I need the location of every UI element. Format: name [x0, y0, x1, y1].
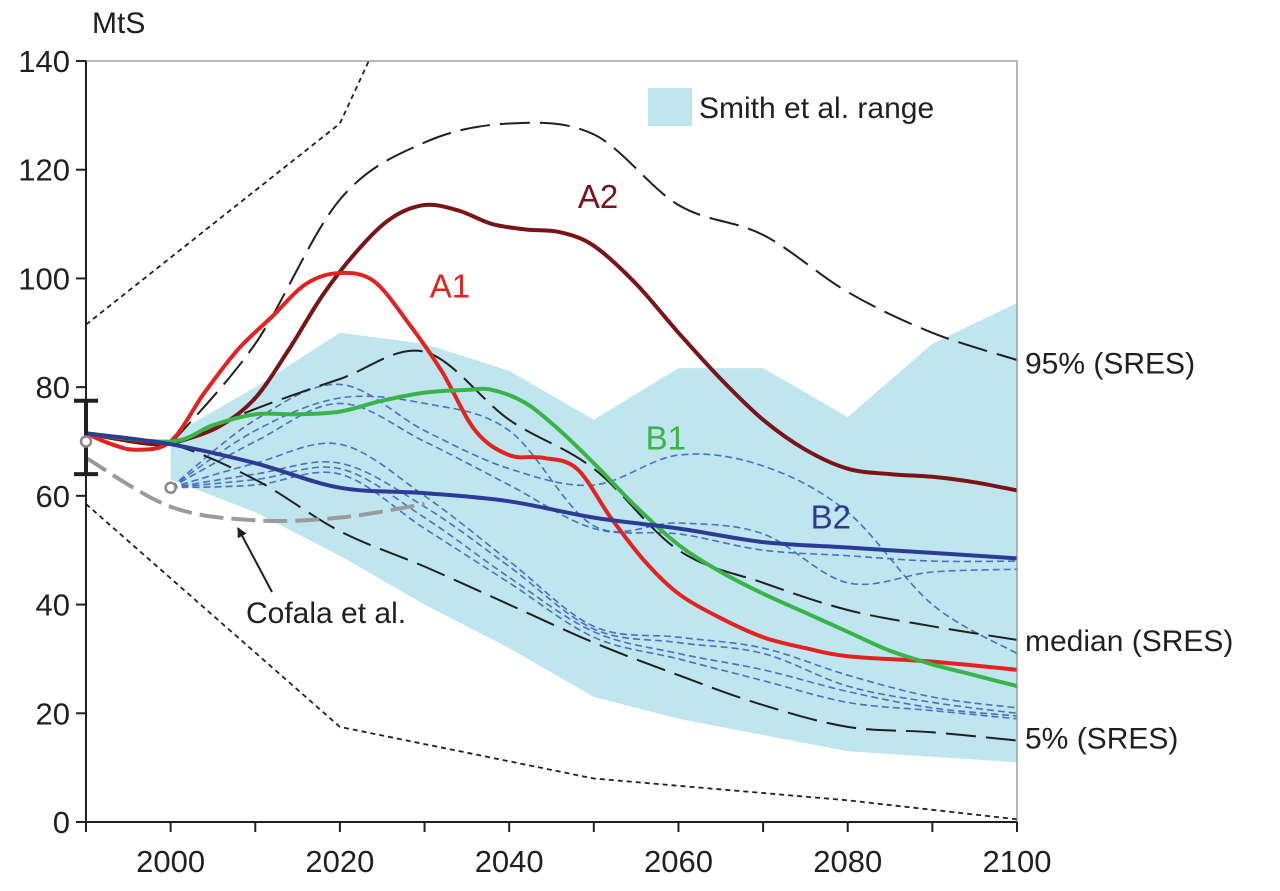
y-tick-label: 120 — [18, 153, 70, 188]
y-tick-label: 0 — [53, 805, 70, 840]
historical-markers-layer — [74, 398, 177, 494]
series-b1-line — [86, 386, 1017, 689]
sres-bounds-layer — [86, 61, 1017, 821]
95-sres-label: 95% (SRES) — [1025, 348, 1195, 381]
legend: Smith et al. range — [648, 88, 934, 126]
scenario-label-b1: B1 — [646, 420, 686, 457]
x-tick-label: 2080 — [813, 844, 882, 879]
cofala-label: Cofala et al. — [246, 597, 406, 630]
cofala-layer — [84, 456, 425, 524]
range-band-layer — [170, 302, 1017, 763]
b2-variant-line — [170, 466, 1017, 717]
x-tick-label: 2020 — [305, 844, 374, 879]
y-tick-label: 140 — [18, 44, 70, 79]
x-tick-label: 2100 — [983, 844, 1052, 879]
median-sres-label: median (SRES) — [1025, 625, 1233, 658]
y-tick-label: 100 — [18, 261, 70, 296]
b2-variant-line — [170, 442, 1017, 709]
scenario-label-b2: B2 — [811, 498, 851, 535]
5-sres-line — [86, 435, 1017, 742]
b2-variant-line — [170, 471, 1017, 720]
x-tick-label: 2000 — [136, 844, 205, 879]
historical-marker — [79, 435, 93, 448]
historical-marker — [164, 481, 177, 494]
series-a1-line — [86, 270, 1017, 672]
legend-swatch — [648, 88, 692, 126]
b2-variant-line — [170, 461, 1017, 715]
b2-variant-line — [170, 383, 1017, 655]
y-axis-label: MtS — [92, 7, 145, 40]
legend-label: Smith et al. range — [699, 92, 934, 125]
labels-layer: A2 A1 B1 B2 95% (SRES) median (SRES) 5% (SRES)… — [237, 178, 1233, 756]
b2-variant-line — [170, 395, 1017, 586]
scenario-label-a1: A1 — [430, 267, 470, 304]
b2-variants-layer — [170, 383, 1017, 720]
cofala-arrow — [237, 527, 273, 593]
x-tick-label: 2060 — [644, 844, 713, 879]
y-tick-label: 80 — [36, 370, 70, 405]
b2-variant-line — [170, 402, 1017, 563]
cofala-line — [84, 456, 425, 524]
median-sres-line — [170, 349, 1017, 641]
scenario-series-layer — [86, 202, 1017, 689]
series-a2-line — [86, 202, 1017, 493]
x-tick-label: 2040 — [475, 844, 544, 879]
y-tick-label: 20 — [36, 696, 70, 731]
y-tick-label: 40 — [36, 588, 70, 623]
5-sres-label: 5% (SRES) — [1025, 723, 1178, 756]
lower-bound-line — [86, 503, 1017, 821]
y-tick-label: 60 — [36, 479, 70, 514]
smith-range-band — [170, 302, 1017, 763]
95-sres-line — [169, 121, 1017, 445]
series-b2-line — [86, 431, 1017, 561]
scenario-label-a2: A2 — [578, 178, 618, 215]
